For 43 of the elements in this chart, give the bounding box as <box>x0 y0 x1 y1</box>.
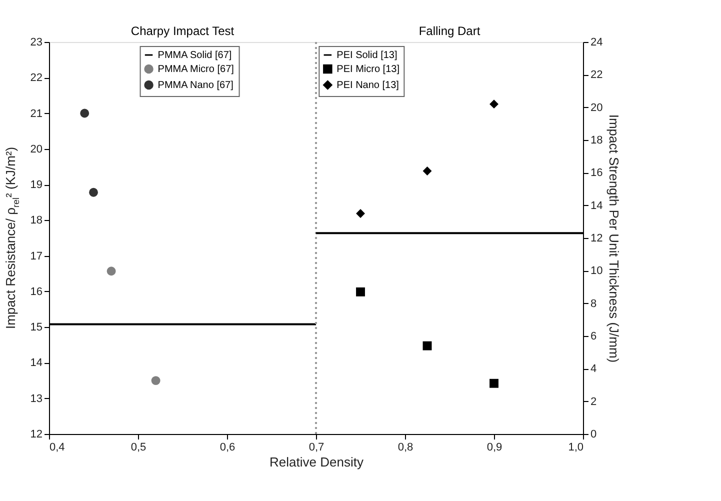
y-tick-label: 23 <box>30 36 42 48</box>
y2-tick-label: 4 <box>590 363 597 376</box>
y-tick-label: 14 <box>30 357 42 370</box>
y2-tick-label: 14 <box>590 200 603 212</box>
y-axis-title: Impact Resistance/ ρrel² (KJ/m²) <box>3 146 21 330</box>
y-tick-label: 18 <box>30 214 42 227</box>
y-tick-label: 19 <box>30 179 42 192</box>
y-tick-label: 21 <box>30 108 42 120</box>
x-tick-label: 1,0 <box>568 442 584 454</box>
y2-tick-label: 22 <box>590 69 603 82</box>
legend-label: PMMA Micro [67] <box>158 64 234 75</box>
y-tick-label: 22 <box>30 72 42 84</box>
legend-label: PEI Micro [13] <box>336 64 400 75</box>
y2-tick-label: 20 <box>590 102 603 114</box>
y2-tick-label: 12 <box>590 232 603 244</box>
y2-axis-title: Impact Strength Per Unit Thickness (J/mm) <box>606 114 622 363</box>
y-tick-label: 17 <box>30 250 42 262</box>
text: Charpy Impact Test <box>130 24 235 38</box>
legend-label: PEI Solid [13] <box>336 50 398 61</box>
y2-tick-label: 16 <box>590 167 603 180</box>
x-tick-label: 0,4 <box>50 442 65 454</box>
y2-tick-label: 24 <box>590 36 603 48</box>
y2-tick-label: 2 <box>590 396 597 408</box>
x-tick-label: 0,6 <box>220 442 236 454</box>
y-tick-label: 16 <box>30 286 42 298</box>
legend-label: PMMA Nano [67] <box>158 80 234 91</box>
y2-tick-label: 0 <box>590 428 597 440</box>
y-tick-label: 13 <box>30 392 42 405</box>
y2-tick-label: 18 <box>590 134 603 146</box>
x-axis-title: Relative Density <box>270 454 364 470</box>
y-tick-label: 20 <box>30 143 42 156</box>
y-tick-label: 15 <box>30 322 42 334</box>
legend-label: PMMA Solid [67] <box>158 50 232 61</box>
x-tick-label: 0,5 <box>130 442 146 454</box>
legend-label: PEI Nano [13] <box>336 80 400 91</box>
y-tick-label: 12 <box>30 428 42 440</box>
y2-tick-label: 8 <box>590 298 597 310</box>
x-tick-label: 0,9 <box>486 442 502 454</box>
x-tick-label: 0,8 <box>398 442 414 454</box>
y2-tick-label: 6 <box>590 330 597 342</box>
text: Falling Dart <box>418 24 481 38</box>
x-tick-label: 0,7 <box>308 442 324 454</box>
y2-tick-label: 10 <box>590 265 603 278</box>
